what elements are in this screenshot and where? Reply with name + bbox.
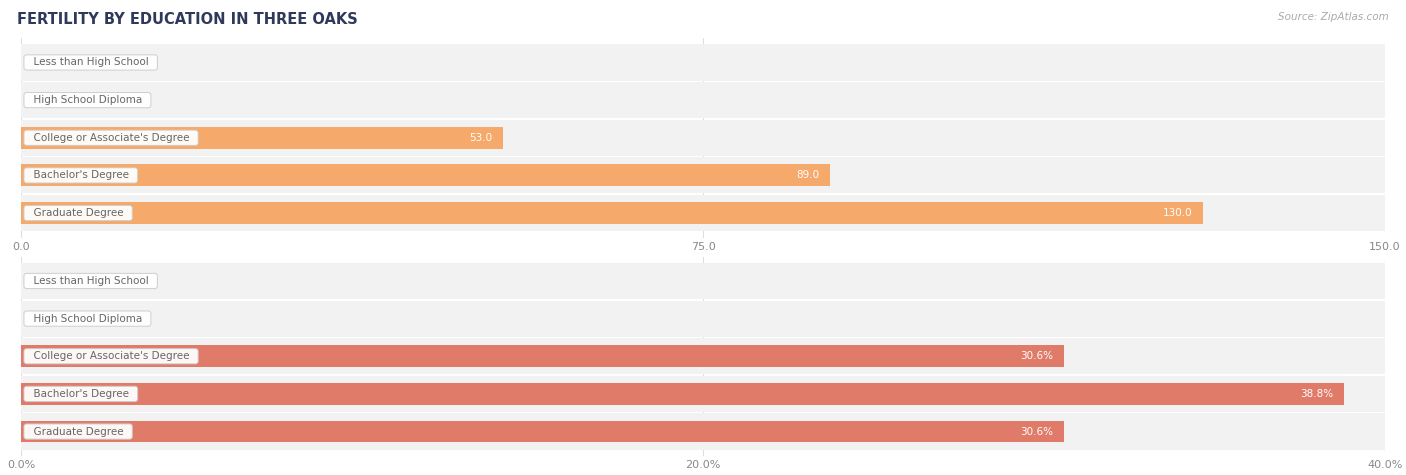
Text: Source: ZipAtlas.com: Source: ZipAtlas.com — [1278, 12, 1389, 22]
Text: Graduate Degree: Graduate Degree — [27, 427, 129, 437]
Bar — [21, 413, 1385, 450]
Bar — [21, 120, 1385, 156]
Bar — [21, 301, 1385, 337]
Bar — [21, 164, 831, 186]
Bar — [21, 82, 1385, 118]
Text: FERTILITY BY EDUCATION IN THREE OAKS: FERTILITY BY EDUCATION IN THREE OAKS — [17, 12, 357, 27]
Text: Less than High School: Less than High School — [27, 276, 155, 286]
Text: 30.6%: 30.6% — [1021, 427, 1053, 437]
Text: 0.0%: 0.0% — [38, 276, 63, 286]
Text: 0.0%: 0.0% — [38, 314, 63, 323]
Bar — [21, 202, 1204, 224]
Text: 130.0: 130.0 — [1163, 208, 1192, 218]
Bar — [21, 195, 1385, 231]
Text: High School Diploma: High School Diploma — [27, 314, 148, 323]
Bar — [21, 338, 1385, 374]
Text: Graduate Degree: Graduate Degree — [27, 208, 129, 218]
Bar — [21, 421, 1064, 442]
Text: College or Associate's Degree: College or Associate's Degree — [27, 351, 195, 361]
Text: 0.0: 0.0 — [38, 95, 53, 105]
Bar — [21, 127, 503, 149]
Bar — [21, 383, 1344, 405]
Text: 0.0: 0.0 — [38, 57, 53, 67]
Text: 89.0: 89.0 — [796, 171, 820, 180]
Text: High School Diploma: High School Diploma — [27, 95, 148, 105]
Bar — [21, 44, 1385, 81]
Text: 38.8%: 38.8% — [1301, 389, 1333, 399]
Text: 53.0: 53.0 — [470, 133, 492, 143]
Text: College or Associate's Degree: College or Associate's Degree — [27, 133, 195, 143]
Bar — [21, 263, 1385, 299]
Text: Bachelor's Degree: Bachelor's Degree — [27, 389, 135, 399]
Bar — [21, 157, 1385, 193]
Text: Less than High School: Less than High School — [27, 57, 155, 67]
Bar — [21, 345, 1064, 367]
Text: Bachelor's Degree: Bachelor's Degree — [27, 171, 135, 180]
Bar — [21, 376, 1385, 412]
Text: 30.6%: 30.6% — [1021, 351, 1053, 361]
